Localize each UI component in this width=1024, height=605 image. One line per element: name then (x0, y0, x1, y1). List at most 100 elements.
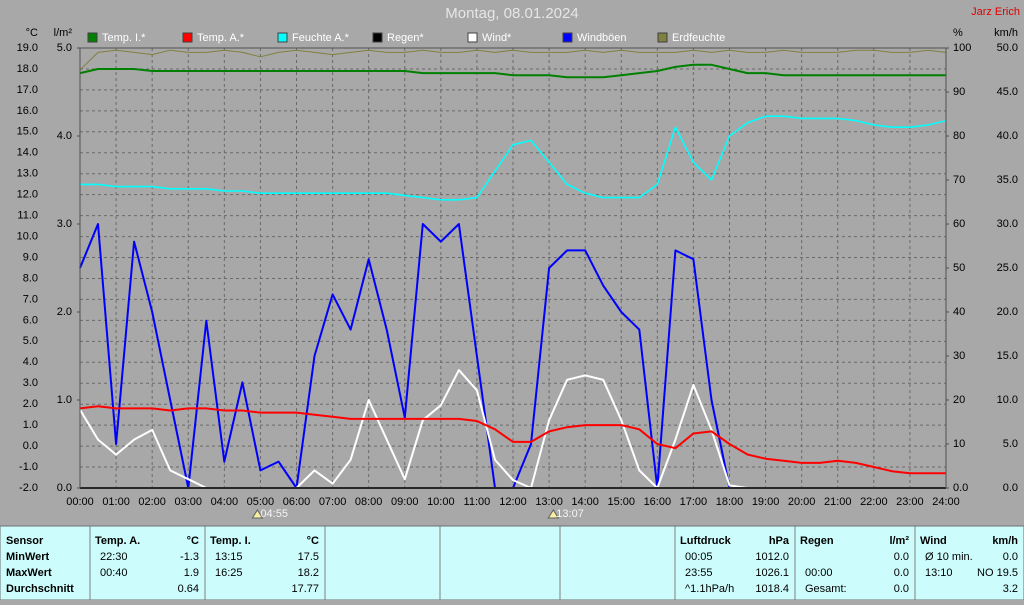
y-tick-label: 30.0 (997, 218, 1018, 230)
legend-label: Feuchte A.* (292, 32, 350, 44)
y-tick-label: 0.0 (953, 482, 968, 494)
table-unit: l/m² (889, 535, 909, 547)
table-value: 18.2 (298, 567, 319, 579)
x-tick-label: 13:00 (535, 496, 563, 508)
x-tick-label: 04:00 (211, 496, 239, 508)
sun-icon (547, 509, 560, 519)
axis-unit: l/m² (54, 27, 73, 39)
y-tick-label: 12.0 (17, 189, 38, 201)
table-value: 1026.1 (755, 567, 789, 579)
x-tick-label: 06:00 (283, 496, 311, 508)
table-unit: km/h (992, 535, 1018, 547)
table-time: Ø 10 min. (925, 551, 973, 563)
legend-swatch (657, 32, 668, 43)
annotation: 04:55 (260, 508, 288, 520)
y-tick-label: 30 (953, 350, 965, 362)
x-tick-label: 07:00 (319, 496, 347, 508)
table-header: Temp. A. (95, 535, 140, 547)
table-value: 1018.4 (755, 583, 789, 595)
x-tick-label: 00:00 (66, 496, 94, 508)
y-tick-label: 6.0 (23, 314, 38, 326)
x-tick-label: 10:00 (427, 496, 455, 508)
table-time: 00:00 (805, 567, 833, 579)
x-tick-label: 15:00 (607, 496, 635, 508)
y-tick-label: 5.0 (57, 42, 72, 54)
y-tick-label: 3.0 (23, 377, 38, 389)
y-tick-label: 40.0 (997, 130, 1018, 142)
axis-unit: km/h (994, 27, 1018, 39)
table-value: 0.0 (894, 567, 909, 579)
table-value: 0.0 (1003, 551, 1018, 563)
y-tick-label: 17.0 (17, 84, 38, 96)
y-tick-label: 60 (953, 218, 965, 230)
chart-title: Montag, 08.01.2024 (445, 5, 578, 22)
legend-label: Wind* (482, 32, 512, 44)
table-row-label: MinWert (6, 551, 50, 563)
table-unit: hPa (769, 535, 790, 547)
legend-swatch (467, 32, 478, 43)
axis-unit: °C (26, 27, 38, 39)
y-tick-label: 11.0 (17, 210, 38, 222)
y-tick-label: 15.0 (17, 126, 38, 138)
y-tick-label: -1.0 (19, 461, 38, 473)
legend-swatch (562, 32, 573, 43)
plot-frame (79, 47, 947, 489)
y-tick-label: 70 (953, 174, 965, 186)
y-tick-label: 14.0 (17, 147, 38, 159)
y-tick-label: 90 (953, 86, 965, 98)
legend-label: Windböen (577, 32, 627, 44)
y-tick-label: 20 (953, 394, 965, 406)
y-tick-label: 50 (953, 262, 965, 274)
table-unit: °C (307, 535, 319, 547)
y-tick-label: 1.0 (23, 419, 38, 431)
axis-unit: % (953, 27, 963, 39)
table-time: Gesamt: (805, 583, 847, 595)
y-tick-label: 25.0 (997, 262, 1018, 274)
x-tick-label: 11:00 (464, 496, 491, 508)
table-value: 0.0 (894, 551, 909, 563)
table-value: 1012.0 (755, 551, 789, 563)
x-tick-label: 16:00 (644, 496, 672, 508)
x-tick-label: 22:00 (860, 496, 888, 508)
table-time: ^1.1hPa/h (685, 583, 734, 595)
table-value: 0.0 (894, 583, 909, 595)
table-value: 3.2 (1003, 583, 1018, 595)
x-tick-label: 24:00 (932, 496, 960, 508)
y-tick-label: 7.0 (23, 293, 38, 305)
sun-icon (251, 509, 264, 519)
table-row-label: Sensor (6, 535, 44, 547)
y-tick-label: 3.0 (57, 218, 72, 230)
table-time: 13:10 (925, 567, 953, 579)
x-tick-label: 05:00 (247, 496, 275, 508)
table-header: Wind (920, 535, 947, 547)
table-value: 17.77 (291, 583, 319, 595)
y-tick-label: 4.0 (57, 130, 72, 142)
annotation: 13:07 (556, 508, 584, 520)
table-value: 17.5 (298, 551, 319, 563)
table-time: 16:25 (215, 567, 243, 579)
y-tick-label: 35.0 (997, 174, 1018, 186)
series-line (79, 405, 946, 475)
legend-swatch (372, 32, 383, 43)
table-value: 1.9 (184, 567, 199, 579)
y-tick-label: 80 (953, 130, 965, 142)
x-tick-label: 02:00 (138, 496, 166, 508)
table-background (0, 525, 1024, 601)
legend-label: Erdfeuchte (672, 32, 725, 44)
y-tick-label: 20.0 (997, 306, 1018, 318)
table-unit: °C (187, 535, 199, 547)
legend-swatch (87, 32, 98, 43)
x-tick-label: 03:00 (174, 496, 202, 508)
series-line (80, 115, 947, 201)
y-tick-label: 15.0 (997, 350, 1018, 362)
table-header: Luftdruck (680, 535, 732, 547)
y-tick-label: 1.0 (57, 394, 72, 406)
x-tick-label: 17:00 (680, 496, 708, 508)
y-tick-label: 19.0 (17, 42, 38, 54)
y-tick-label: 40 (953, 306, 965, 318)
legend-swatch (182, 32, 193, 43)
table-header: Regen (800, 535, 834, 547)
y-tick-label: -2.0 (19, 482, 38, 494)
